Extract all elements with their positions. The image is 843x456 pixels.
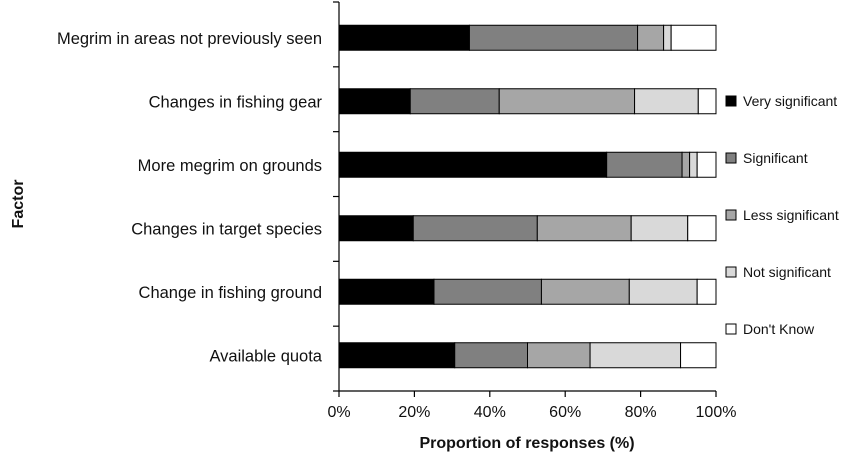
- bar-segment-5-4: [680, 342, 717, 369]
- bar-segment-0-4: [670, 24, 717, 51]
- x-tick-labels: 0% 20% 40% 60% 80% 100%: [327, 391, 736, 421]
- category-label-0: Megrim in areas not previously seen: [57, 30, 322, 48]
- legend-label-0: Very significant: [743, 93, 837, 109]
- bar-segment-4-3: [628, 278, 698, 305]
- bar-segment-2-0: [338, 151, 608, 178]
- x-axis-title: Proportion of responses (%): [419, 435, 634, 452]
- x-tick-label-2: 40%: [474, 404, 506, 421]
- legend-swatch-2: [725, 209, 737, 221]
- category-label-4: Change in fishing ground: [139, 284, 322, 302]
- bar-segment-3-2: [536, 215, 632, 242]
- bars-layer: [338, 24, 717, 369]
- legend-label-1: Significant: [743, 150, 808, 166]
- category-label-2: More megrim on grounds: [138, 157, 322, 175]
- legend-label-4: Don't Know: [743, 321, 815, 337]
- bar-segment-3-0: [338, 215, 414, 242]
- category-labels: Megrim in areas not previously seen Chang…: [57, 30, 323, 366]
- bar-segment-1-0: [338, 88, 411, 115]
- legend: Very significant Significant Less signific…: [725, 93, 839, 337]
- y-axis-title: Factor: [10, 180, 27, 229]
- bar-segment-3-1: [412, 215, 538, 242]
- bar-segment-5-3: [589, 342, 682, 369]
- x-tick-label-0: 0%: [327, 404, 350, 421]
- bar-segment-5-2: [527, 342, 591, 369]
- legend-label-2: Less significant: [743, 207, 839, 223]
- category-label-1: Changes in fishing gear: [149, 93, 323, 111]
- bar-segment-2-4: [696, 151, 717, 178]
- bar-segment-1-3: [634, 88, 699, 115]
- legend-swatch-4: [725, 323, 737, 335]
- bar-segment-0-0: [338, 24, 470, 51]
- bar-segment-4-0: [338, 278, 435, 305]
- bar-segment-3-4: [687, 215, 717, 242]
- legend-label-3: Not significant: [743, 264, 831, 280]
- bar-segment-1-1: [409, 88, 500, 115]
- bar-segment-2-1: [606, 151, 683, 178]
- bar-segment-0-2: [637, 24, 665, 51]
- x-tick-label-5: 100%: [696, 404, 737, 421]
- category-label-3: Changes in target species: [131, 220, 322, 238]
- bar-segment-3-3: [630, 215, 689, 242]
- x-tick-label-1: 20%: [398, 404, 430, 421]
- bar-segment-2-2: [681, 151, 691, 178]
- bar-segment-5-0: [338, 342, 456, 369]
- bar-segment-4-4: [696, 278, 717, 305]
- x-tick-label-3: 60%: [549, 404, 581, 421]
- bar-segment-4-1: [433, 278, 542, 305]
- legend-swatch-1: [725, 152, 737, 164]
- bar-segment-0-1: [468, 24, 639, 51]
- bar-segment-0-3: [663, 24, 672, 51]
- axes: [333, 1, 716, 392]
- legend-swatch-0: [725, 95, 737, 107]
- bar-segment-1-4: [697, 88, 717, 115]
- x-tick-label-4: 80%: [625, 404, 657, 421]
- legend-swatch-3: [725, 266, 737, 278]
- bar-segment-5-1: [454, 342, 528, 369]
- bar-segment-2-3: [689, 151, 698, 178]
- bar-segment-1-2: [498, 88, 636, 115]
- bar-segment-4-2: [540, 278, 630, 305]
- category-label-5: Available quota: [209, 347, 322, 365]
